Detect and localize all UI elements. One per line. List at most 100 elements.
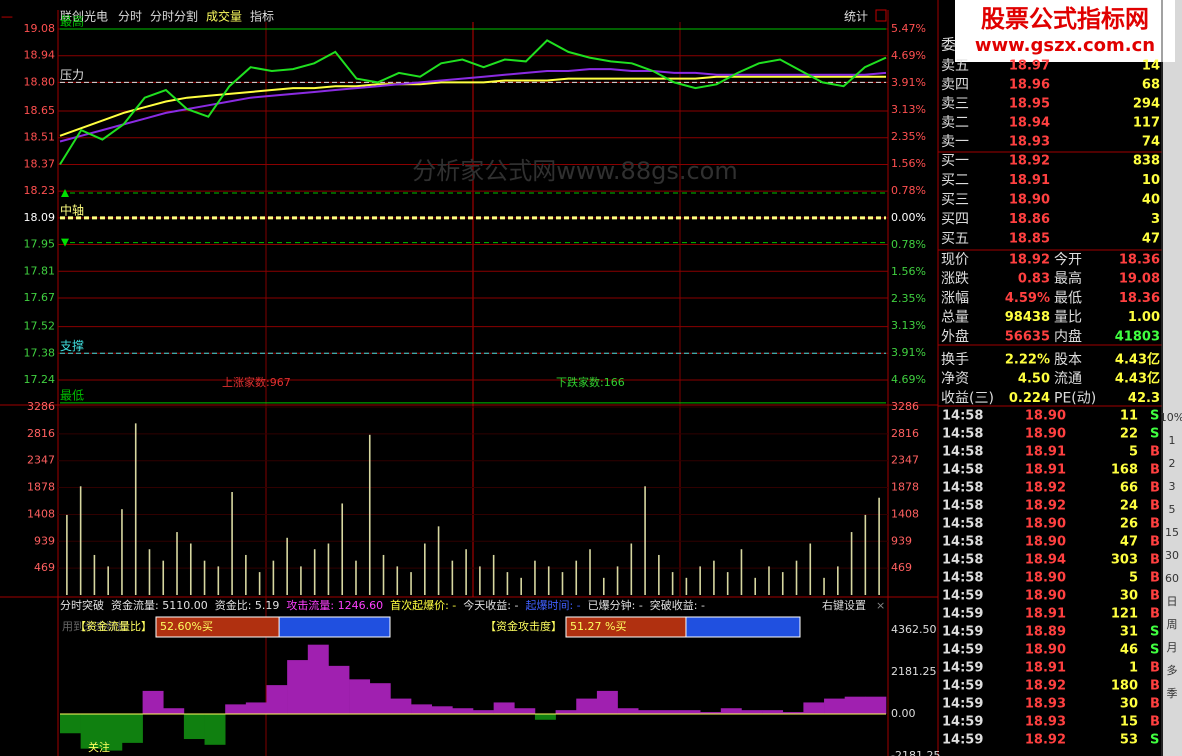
stat-value: 1.00	[1128, 310, 1160, 325]
y2-tick-label: 4.69%	[891, 49, 926, 62]
tab[interactable]: 指标	[250, 9, 274, 24]
tick-side: B	[1150, 445, 1160, 460]
gauge-buy	[565, 616, 687, 638]
logo-box	[955, 0, 1175, 62]
flow-bar	[514, 708, 536, 714]
volume-bar	[602, 577, 605, 595]
flow-bar	[865, 696, 887, 714]
toolbar-button[interactable]: 季	[1167, 687, 1178, 700]
y2-tick-label: 3.91%	[891, 346, 926, 359]
toolbar-button[interactable]: 5	[1169, 503, 1176, 516]
tick-time: 14:58	[942, 571, 983, 586]
flow-bar	[803, 702, 825, 714]
flow-header: 攻击流量: 1246.60	[286, 598, 383, 612]
volume-bar	[644, 486, 646, 595]
level-label: 压力	[60, 68, 84, 82]
flow-header: 今天收益: -	[463, 598, 518, 612]
tick-side: B	[1150, 571, 1160, 586]
tick-price: 18.91	[1025, 607, 1066, 622]
toolbar-button[interactable]: 30	[1165, 549, 1179, 562]
tick-time: 14:59	[942, 607, 983, 622]
tick-price: 18.92	[1025, 481, 1066, 496]
flow-header: 分时突破	[60, 598, 104, 612]
gauge-label: 52.60%买	[160, 620, 213, 633]
tick-volume: 31	[1120, 625, 1138, 640]
flow-bar	[844, 696, 866, 714]
tick-side: B	[1150, 499, 1160, 514]
volume-bar	[451, 560, 454, 595]
toolbar-button[interactable]: 3	[1169, 480, 1176, 493]
toolbar-button[interactable]: 多	[1167, 663, 1178, 677]
y2-tick-label: 5.47%	[891, 22, 926, 35]
y2-tick-label: 0.78%	[891, 238, 926, 251]
flow-bar	[431, 706, 453, 714]
stat-value: 19.08	[1119, 272, 1160, 287]
flow-header: 突破收益: -	[650, 598, 705, 612]
y-tick-label: 17.52	[24, 320, 56, 333]
tick-price: 18.91	[1025, 463, 1066, 478]
y-tick-label: 2347	[27, 454, 55, 467]
bid-label: 买三	[941, 192, 969, 208]
volume-bar	[424, 543, 426, 595]
stat-label: 今开	[1054, 252, 1082, 268]
volume-bar	[258, 572, 261, 595]
bid-volume: 838	[1133, 154, 1160, 169]
flow-bar	[411, 704, 432, 714]
settings[interactable]: 右键设置	[822, 598, 866, 612]
volume-bar	[313, 549, 316, 595]
stats-button[interactable]: 统计	[844, 10, 868, 24]
toolbar-button[interactable]: 月	[1167, 641, 1178, 654]
quote-top: 委	[941, 36, 956, 54]
toolbar-button[interactable]: 1	[1169, 434, 1176, 447]
volume-bar	[286, 537, 288, 595]
toolbar-button[interactable]: 10%	[1160, 411, 1182, 424]
volume-bar	[616, 566, 619, 595]
tick-volume: 66	[1120, 481, 1138, 496]
volume-bar	[162, 560, 165, 595]
stat-label: 总量	[941, 310, 969, 326]
stat-label: 换手	[941, 351, 969, 368]
follow-label[interactable]: 关注	[88, 740, 110, 754]
flow-bar	[534, 714, 556, 720]
stat-value: 18.36	[1119, 291, 1160, 306]
stat-value: 4.50	[1018, 372, 1050, 387]
volume-bar	[231, 492, 233, 595]
tick-price: 18.93	[1025, 715, 1066, 730]
close-box[interactable]	[875, 9, 887, 22]
tab[interactable]: 分时分割	[150, 9, 198, 24]
tick-time: 14:59	[942, 643, 983, 658]
tick-volume: 5	[1129, 445, 1138, 460]
stat-value: 4.43亿	[1115, 352, 1160, 368]
toolbar-button[interactable]: 日	[1167, 595, 1178, 608]
tick-volume: 30	[1120, 697, 1138, 712]
toolbar-button[interactable]: 15	[1165, 526, 1179, 539]
tick-volume: 53	[1120, 733, 1138, 748]
logo-url: www.gszx.com.cn	[975, 35, 1155, 56]
stat-label: 最低	[1054, 290, 1082, 306]
bid-price: 18.90	[1009, 193, 1050, 208]
toolbar-button[interactable]: 2	[1169, 457, 1176, 470]
toolbar-button[interactable]: 周	[1167, 618, 1178, 631]
y2-tick-label: 4362.50	[891, 623, 937, 636]
y2-tick-label: 1.56%	[891, 265, 926, 278]
gauge-name: 【资金流量比】	[75, 619, 152, 633]
tick-time: 14:58	[942, 499, 983, 514]
close-x[interactable]: ×	[876, 599, 885, 612]
y2-tick-label: 1408	[891, 507, 919, 520]
y-tick-label: 1878	[27, 481, 55, 494]
tab[interactable]: 分时	[118, 10, 142, 24]
y2-tick-label: 2.35%	[891, 292, 926, 305]
y-tick-label: 2816	[27, 427, 55, 440]
flow-header: 资金流量: 5110.00	[111, 598, 208, 612]
tick-time: 14:58	[942, 463, 983, 478]
price-line	[59, 68, 887, 143]
tab[interactable]: 成交量	[206, 9, 242, 24]
tick-time: 14:59	[942, 661, 983, 676]
level-label: 最高	[60, 14, 84, 29]
tick-price: 18.92	[1025, 733, 1066, 748]
ask-label: 卖一	[941, 134, 969, 150]
y2-tick-label: 0.00	[891, 707, 916, 720]
tick-price: 18.91	[1025, 661, 1066, 676]
flow-bar	[782, 712, 804, 714]
toolbar-button[interactable]: 60	[1165, 572, 1179, 585]
